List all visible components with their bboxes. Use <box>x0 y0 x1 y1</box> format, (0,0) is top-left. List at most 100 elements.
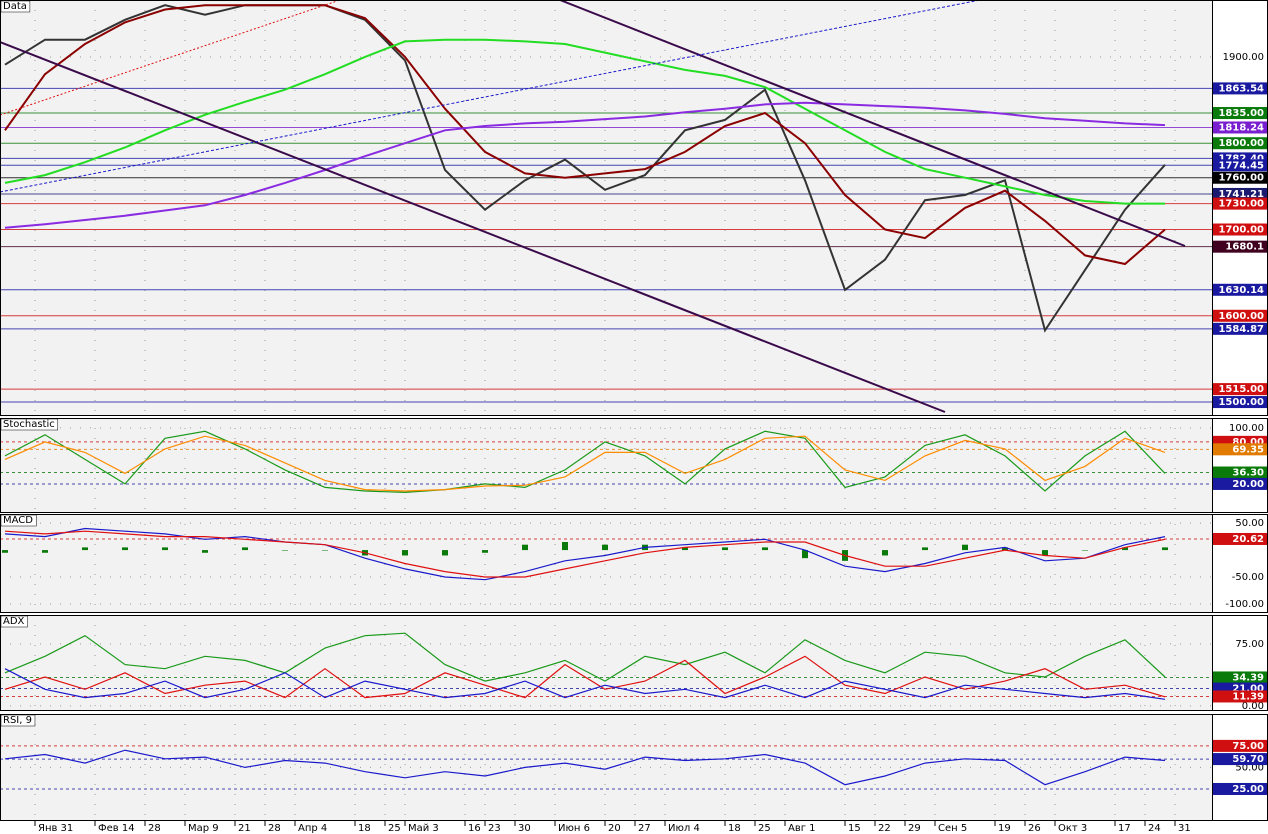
level-label: 1500.00 <box>1218 397 1264 408</box>
level-label-box <box>1213 187 1268 200</box>
level-label: 1600.00 <box>1218 311 1264 322</box>
x-tick-label: 25 <box>388 823 401 834</box>
level-label: 1863.54 <box>1218 83 1264 94</box>
level-label: 1835.00 <box>1218 108 1264 119</box>
x-tick-label: Май 3 <box>408 823 439 834</box>
level-label: 1800.00 <box>1218 138 1264 149</box>
panel-title-bg <box>0 714 36 727</box>
histogram-bar <box>962 544 968 551</box>
level-label-box <box>1213 223 1268 236</box>
y-tick-label: 50.00 <box>1235 518 1264 529</box>
level-label: 21.00 <box>1232 684 1264 695</box>
x-tick-label: 16 <box>468 823 481 834</box>
panel-background <box>0 0 1212 415</box>
level-label-box <box>1213 466 1268 479</box>
level-label-box <box>1213 197 1268 210</box>
level-label: 1741.21 <box>1218 189 1264 200</box>
level-label: 69.35 <box>1232 444 1264 455</box>
level-label: 1515.00 <box>1218 384 1264 395</box>
level-label-box <box>1213 240 1268 253</box>
x-tick-label: Сен 5 <box>938 823 967 834</box>
panel-background <box>0 615 1212 710</box>
series-line <box>4 668 1166 700</box>
trend-line <box>0 0 981 193</box>
x-tick-label: Фев 14 <box>98 823 135 834</box>
level-label: 11.39 <box>1232 691 1264 702</box>
level-label-box <box>1213 107 1268 120</box>
histogram-bar <box>682 547 688 551</box>
y-tick-label: -100.00 <box>1225 599 1264 610</box>
histogram-bar <box>1002 547 1008 551</box>
level-label: 59.70 <box>1232 754 1264 765</box>
series-line <box>4 38 1165 205</box>
series-line <box>4 4 1166 266</box>
level-label: 1700.00 <box>1218 225 1264 236</box>
level-label: 80.00 <box>1232 437 1264 448</box>
x-tick-label: 18 <box>728 823 741 834</box>
level-label-box <box>1213 671 1268 684</box>
level-label-box <box>1213 739 1268 752</box>
series-line <box>4 530 1166 578</box>
x-tick-label: 15 <box>848 823 861 834</box>
level-label-box <box>1213 753 1268 766</box>
level-label-box <box>1213 309 1268 322</box>
level-label-box <box>1213 171 1268 184</box>
histogram-bar <box>42 550 48 553</box>
x-tick-label: 20 <box>608 823 621 834</box>
series-line <box>4 749 1166 786</box>
x-tick-label: 31 <box>1178 823 1191 834</box>
panel-background <box>0 418 1212 512</box>
panel-background <box>0 514 1212 612</box>
histogram-bar <box>162 547 168 551</box>
x-tick-label: 25 <box>758 823 771 834</box>
level-label-box <box>1213 782 1268 795</box>
histogram-bar <box>882 550 888 556</box>
x-tick-label: 19 <box>998 823 1011 834</box>
histogram-bar <box>1082 550 1088 551</box>
level-label: 1680.1 <box>1225 242 1264 253</box>
panel-title-bg <box>0 615 28 628</box>
series-line <box>4 435 1166 492</box>
histogram-bar <box>282 550 288 551</box>
x-tick-label: Окт 3 <box>1058 823 1087 834</box>
x-tick-label: 17 <box>1118 823 1131 834</box>
histogram-bar <box>762 547 768 551</box>
level-label-box <box>1213 322 1268 335</box>
y-tick-label: 100.00 <box>1229 423 1264 434</box>
level-label: 36.30 <box>1232 468 1264 479</box>
level-label-box <box>1213 477 1268 490</box>
level-label-box <box>1213 137 1268 150</box>
x-tick-label: 30 <box>518 823 531 834</box>
trend-line <box>559 0 1186 247</box>
series-line <box>4 655 1166 699</box>
histogram-bar <box>202 550 208 553</box>
y-tick-label: -50.00 <box>1232 572 1264 583</box>
y-tick-label: 1900.00 <box>1223 52 1264 63</box>
histogram-bar <box>402 550 408 556</box>
x-tick-label: 24 <box>1148 823 1161 834</box>
histogram-bar <box>522 544 528 551</box>
level-label-box <box>1213 396 1268 409</box>
level-label: 75.00 <box>1232 741 1264 752</box>
level-label: 1760.00 <box>1218 173 1264 184</box>
level-label: 1818.24 <box>1218 122 1264 133</box>
level-label: 34.39 <box>1232 672 1264 683</box>
histogram-bar <box>442 550 448 556</box>
panel-title-bg <box>0 514 37 527</box>
histogram-bar <box>482 550 488 553</box>
level-label: 1730.00 <box>1218 199 1264 210</box>
level-label: 1584.87 <box>1218 324 1264 335</box>
panel-title: ADX <box>3 616 25 627</box>
panel-title: Stochastic <box>3 419 55 430</box>
level-label-box <box>1213 383 1268 396</box>
x-tick-label: Янв 31 <box>38 823 73 834</box>
level-label-box <box>1213 121 1268 134</box>
x-tick-label: Июн 6 <box>558 823 590 834</box>
series-line <box>4 430 1166 494</box>
series-line <box>4 101 1166 229</box>
x-tick-label: 28 <box>268 823 281 834</box>
level-label-box <box>1213 283 1268 296</box>
histogram-bar <box>802 550 808 559</box>
